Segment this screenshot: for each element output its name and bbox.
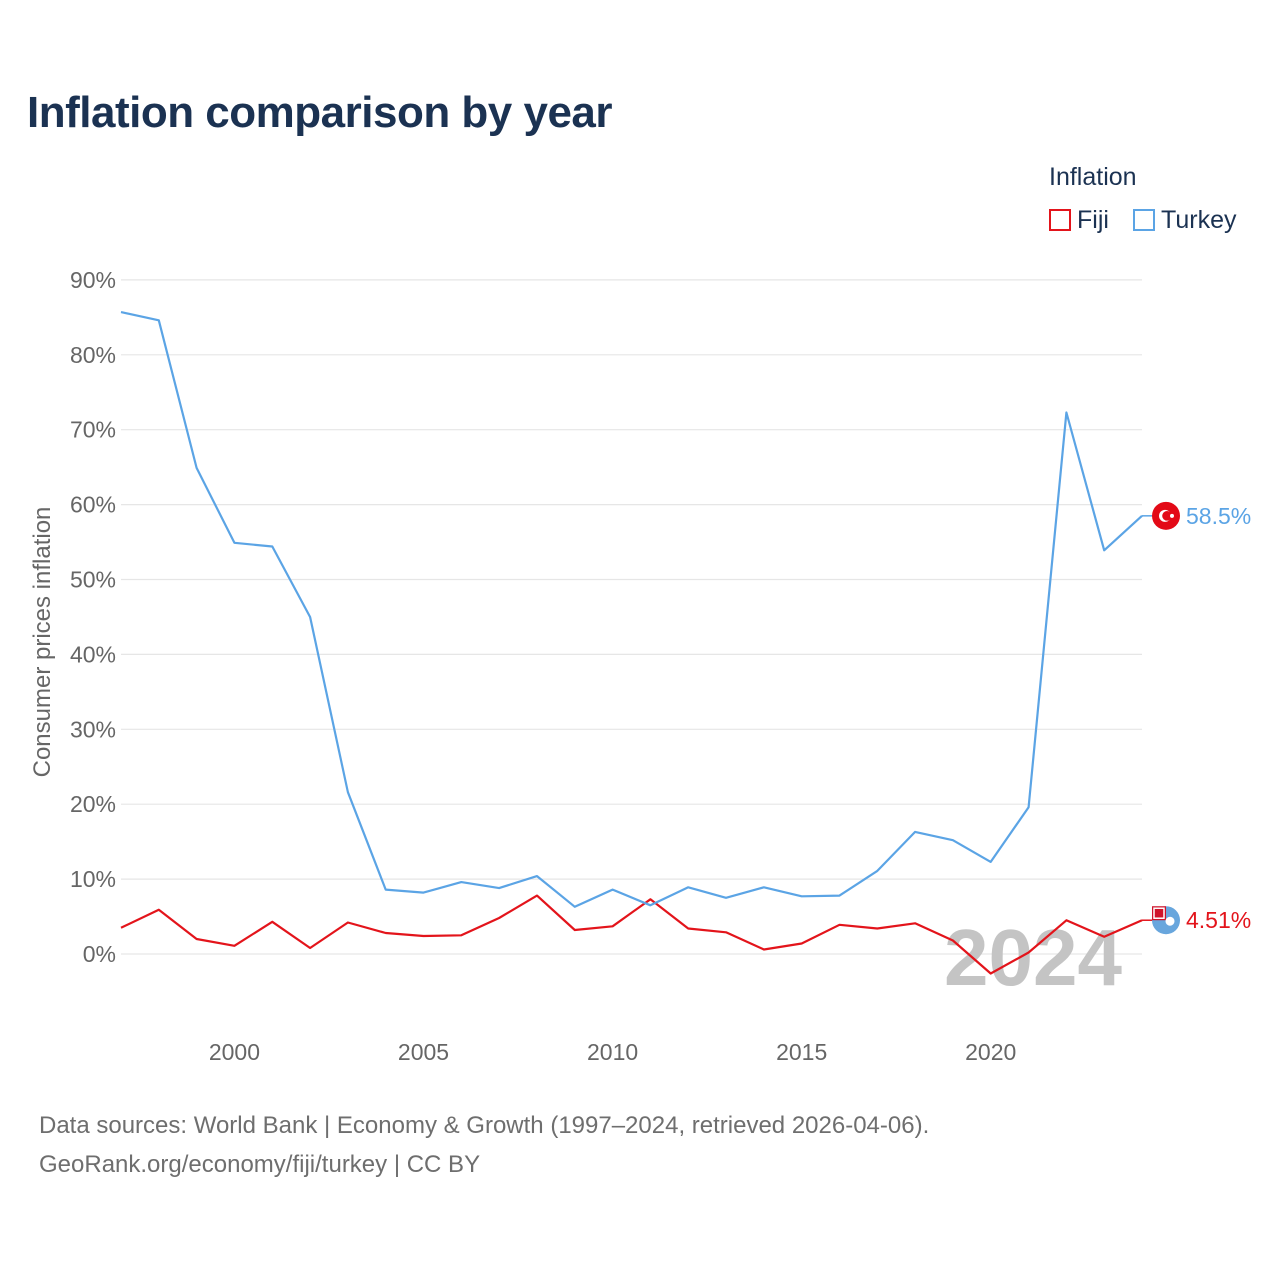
y-tick-label: 40%	[70, 641, 116, 667]
y-tick-label: 0%	[83, 941, 116, 967]
end-value-label-fiji: 4.51%	[1186, 907, 1251, 933]
series-lines	[120, 311, 1143, 975]
footer-sources: Data sources: World Bank | Economy & Gro…	[39, 1112, 930, 1139]
gridlines	[121, 279, 1142, 955]
turkey-flag-star	[1170, 513, 1174, 518]
x-tick-label: 2020	[965, 1039, 1016, 1065]
x-tick-label: 2015	[776, 1039, 827, 1065]
x-tick-label: 2000	[209, 1039, 260, 1065]
y-tick-label: 10%	[70, 866, 116, 892]
line-chart: 0%10%20%30%40%50%60%70%80%90% 2000 2005 20…	[29, 267, 1251, 1065]
y-tick-label: 30%	[70, 716, 116, 742]
legend-swatch-turkey	[1133, 209, 1155, 231]
chart-title: Inflation comparison by year	[27, 88, 613, 137]
fiji-flag-canton	[1152, 906, 1166, 921]
series-line-turkey	[120, 311, 1143, 908]
legend-title: Inflation	[1049, 163, 1137, 191]
fiji-flag-shield	[1165, 916, 1175, 926]
fiji-flag-canton-cross	[1153, 907, 1165, 919]
y-tick-label: 50%	[70, 567, 116, 593]
y-tick-label: 70%	[70, 417, 116, 443]
legend-item-fiji[interactable]: Fiji	[1049, 205, 1109, 235]
footer-link[interactable]: GeoRank.org/economy/fiji/turkey | CC BY	[39, 1151, 481, 1178]
turkey-flag-crescent-inner	[1162, 511, 1172, 521]
y-axis-label: Consumer prices inflation	[29, 507, 56, 778]
legend-label-fiji: Fiji	[1077, 205, 1109, 234]
legend-swatch-fiji	[1049, 209, 1071, 231]
x-axis-ticks: 2000 2005 2010 2015 2020	[209, 1039, 1016, 1065]
y-tick-label: 60%	[70, 492, 116, 518]
footer: Data sources: World Bank | Economy & Gro…	[39, 1106, 929, 1184]
y-tick-label: 80%	[70, 342, 116, 368]
y-axis-ticks: 0% 10% 20% 30% 40% 50% 60% 70% 80% 90%	[70, 267, 116, 967]
end-value-label-turkey: 58.5%	[1186, 503, 1251, 529]
series-line-fiji	[120, 894, 1143, 975]
y-tick-label: 20%	[70, 791, 116, 817]
y-tick-label: 90%	[70, 267, 116, 293]
legend-label-turkey: Turkey	[1161, 205, 1237, 234]
legend-item-turkey[interactable]: Turkey	[1133, 205, 1236, 235]
series-end-markers: 4.51% 58.5%	[1142, 501, 1251, 935]
x-tick-label: 2010	[587, 1039, 638, 1065]
x-tick-label: 2005	[398, 1039, 449, 1065]
